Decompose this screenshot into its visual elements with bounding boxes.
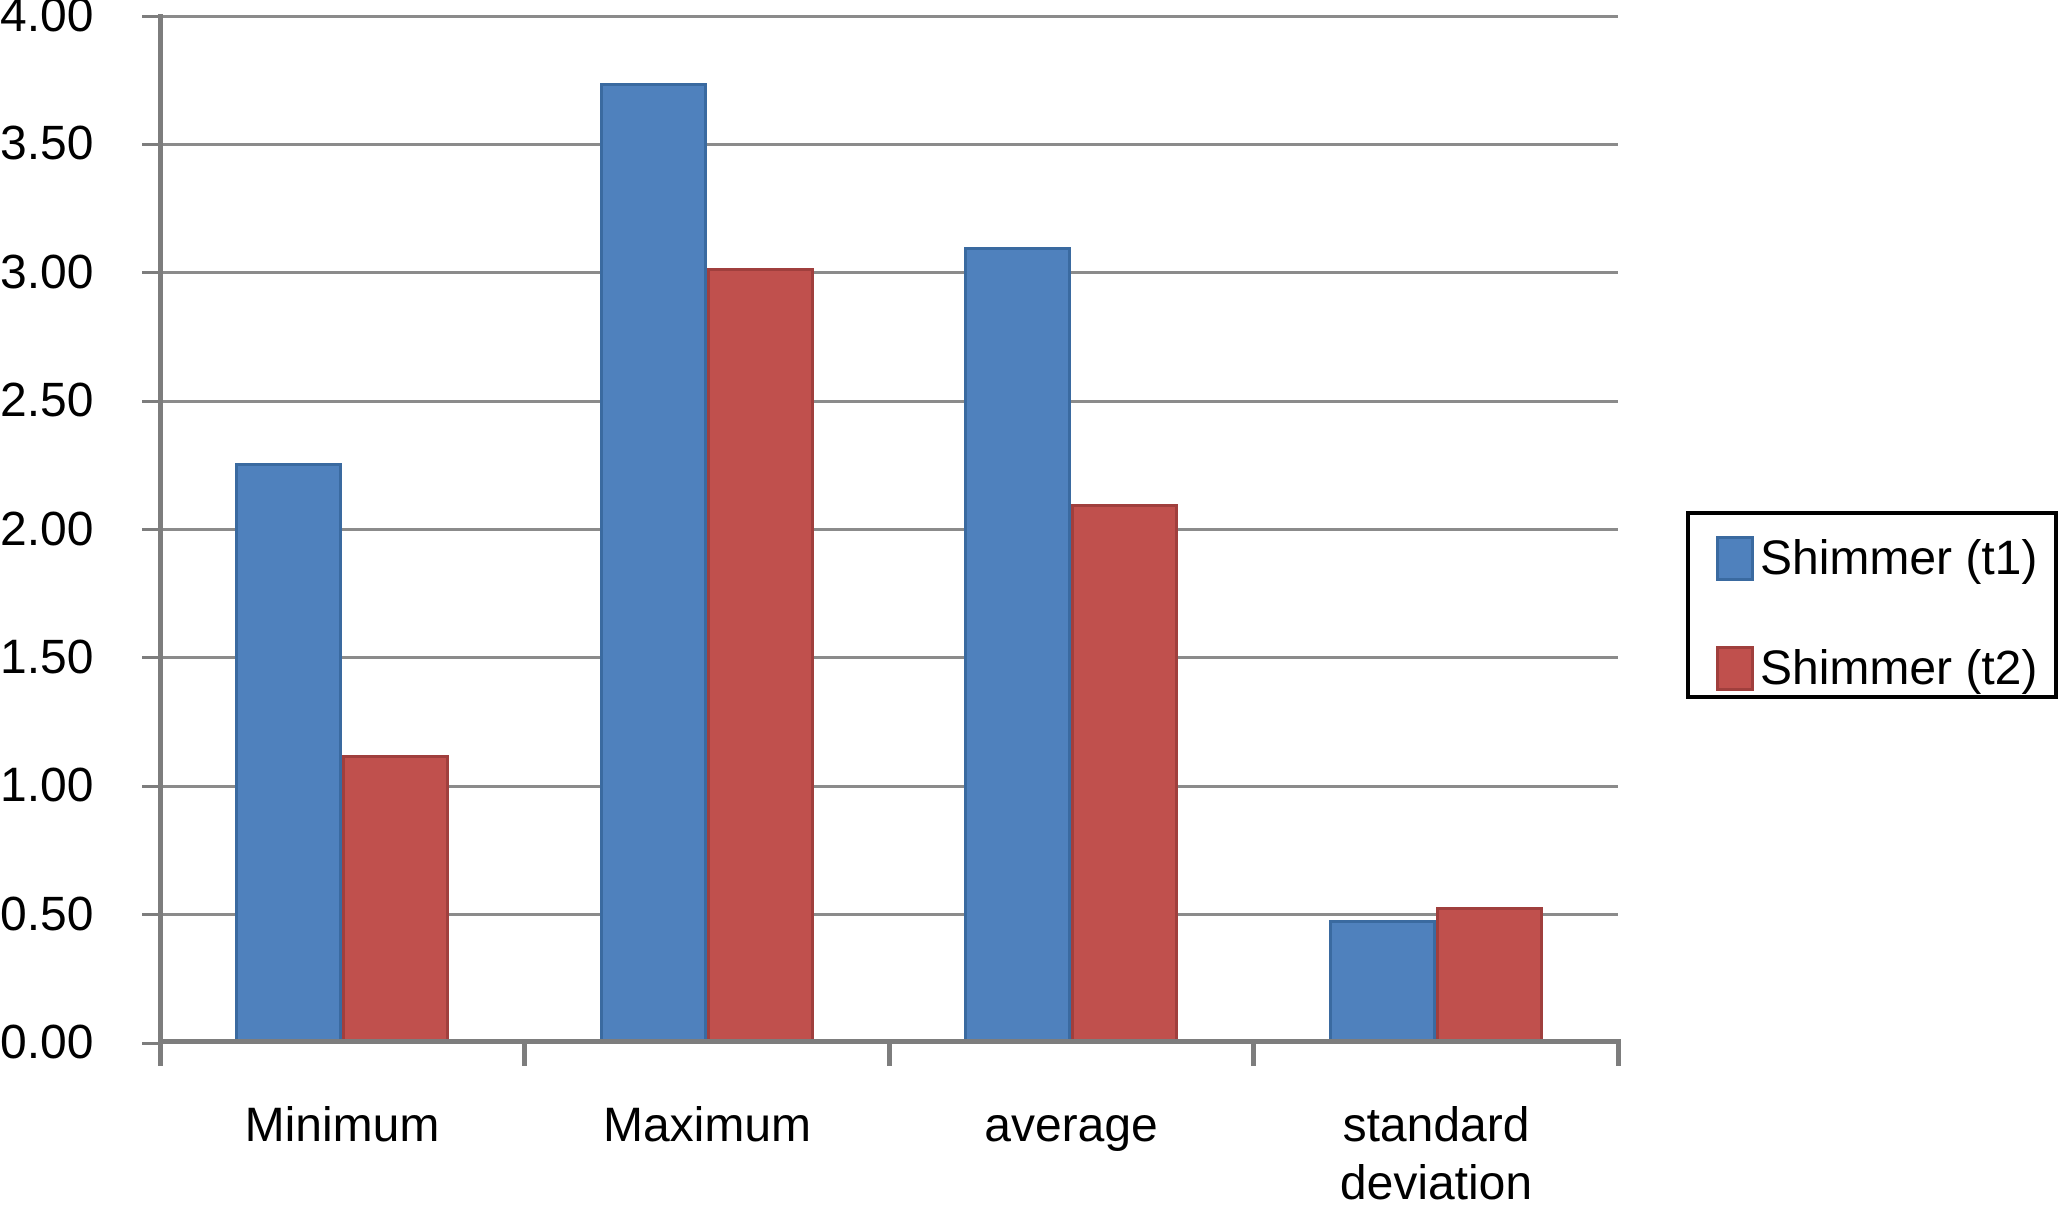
bar-standard-deviation-shimmer-t1 [1329, 920, 1436, 1043]
y-axis-tick-label-1.00: 1.00 [0, 759, 94, 813]
y-axis-tick-1.50 [142, 656, 160, 660]
x-axis-tick-4 [1616, 1039, 1621, 1066]
legend-label-shimmer-t2: Shimmer (t2) [1760, 641, 2038, 695]
y-axis-tick-3.00 [142, 271, 160, 275]
x-category-label-maximum: Maximum [602, 1099, 811, 1152]
x-axis-tick-3 [1251, 1039, 1256, 1066]
y-axis-tick-1.00 [142, 784, 160, 788]
gridline-4.00 [160, 14, 1618, 18]
gridline-3.00 [160, 271, 1618, 275]
bar-average-shimmer-t2 [1071, 504, 1178, 1043]
legend: Shimmer (t1) Shimmer (t2) [1686, 511, 2058, 699]
y-axis-tick-label-4.00: 4.00 [0, 0, 94, 42]
y-axis-tick-2.50 [142, 399, 160, 403]
y-axis-tick-3.50 [142, 142, 160, 146]
legend-label-shimmer-t1: Shimmer (t1) [1760, 531, 2038, 585]
y-axis-tick-label-0.50: 0.50 [0, 887, 94, 941]
y-axis-tick-2.00 [142, 528, 160, 531]
bar-minimum-shimmer-t1 [235, 463, 342, 1043]
y-axis-tick-label-2.50: 2.50 [0, 374, 94, 428]
y-axis-tick-label-0.00: 0.00 [0, 1016, 94, 1069]
y-axis-tick-label-1.50: 1.50 [0, 630, 94, 684]
legend-entry-shimmer-t2: Shimmer (t2) [1716, 642, 2054, 695]
y-axis-line [158, 14, 163, 1066]
y-axis-tick-label-3.50: 3.50 [0, 117, 94, 171]
gridline-3.50 [160, 142, 1618, 146]
y-axis-tick-0.50 [142, 913, 160, 917]
x-category-label-average: average [984, 1099, 1158, 1152]
x-axis-tick-1 [522, 1039, 527, 1066]
x-category-label-minimum: Minimum [244, 1099, 440, 1152]
gridline-1.50 [160, 656, 1618, 660]
x-category-label-standard-deviation: standard deviation [1339, 1099, 1533, 1210]
bar-average-shimmer-t1 [964, 247, 1071, 1043]
bar-standard-deviation-shimmer-t2 [1436, 907, 1543, 1043]
legend-swatch-shimmer-t1 [1716, 535, 1754, 581]
y-axis-tick-0.00 [142, 1041, 160, 1045]
bar-minimum-shimmer-t2 [342, 755, 449, 1043]
gridline-2.50 [160, 399, 1618, 403]
y-axis-tick-4.00 [142, 14, 160, 18]
gridline-0.50 [160, 913, 1618, 917]
y-axis-tick-label-2.00: 2.00 [0, 502, 94, 556]
y-axis-tick-label-3.00: 3.00 [0, 245, 94, 299]
bar-maximum-shimmer-t2 [707, 268, 814, 1043]
legend-swatch-shimmer-t2 [1716, 645, 1754, 691]
legend-entry-shimmer-t1: Shimmer (t1) [1716, 532, 2054, 585]
gridline-1.00 [160, 784, 1618, 788]
gridline-2.00 [160, 528, 1618, 531]
bar-maximum-shimmer-t1 [600, 83, 707, 1043]
x-axis-tick-2 [887, 1039, 892, 1066]
